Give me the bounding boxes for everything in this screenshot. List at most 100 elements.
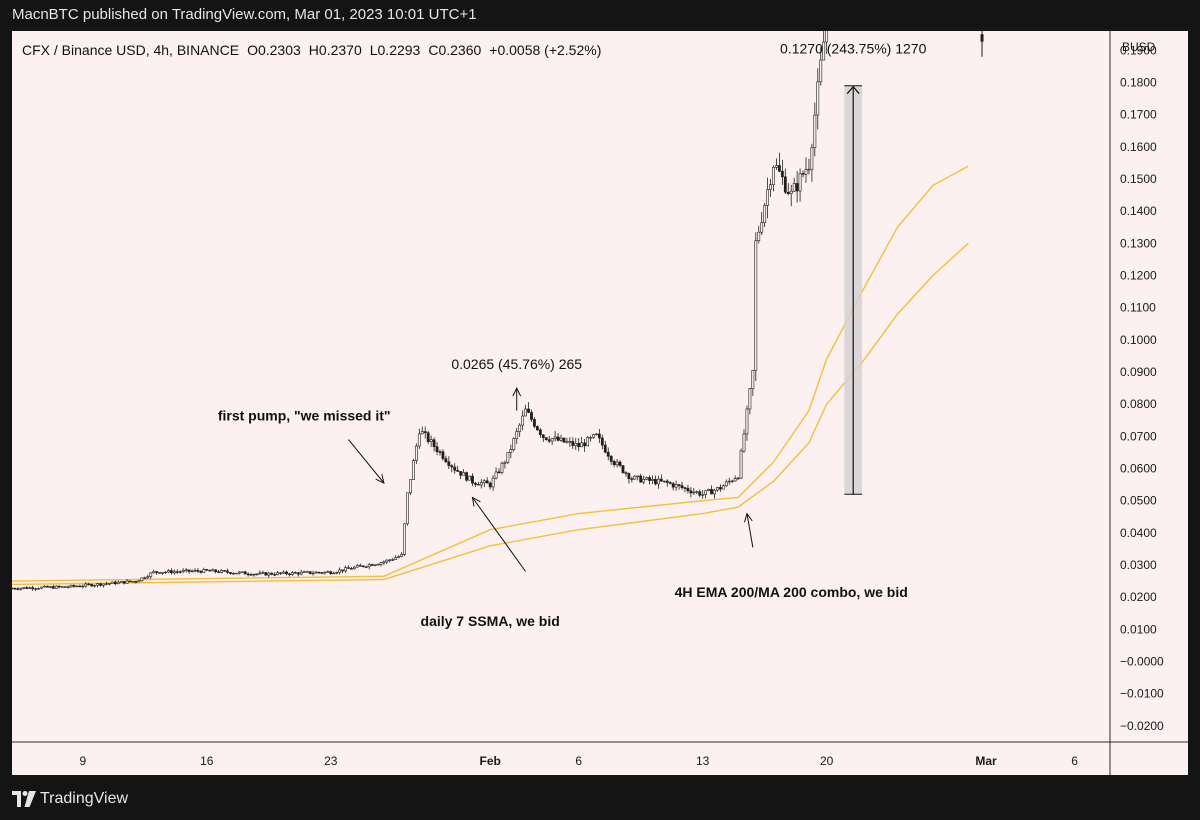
candle-body: [807, 168, 811, 171]
candle-body: [376, 564, 380, 566]
candle-body: [754, 240, 758, 371]
candle-body: [16, 588, 20, 590]
candle-body: [624, 472, 628, 474]
candle-body: [152, 571, 156, 574]
candle-body: [291, 572, 294, 575]
candle-body: [226, 570, 229, 573]
candles: [12, 31, 984, 591]
candle-body: [565, 441, 569, 443]
candle-body: [615, 461, 619, 466]
x-tick-label: Feb: [479, 754, 500, 768]
candle-body: [308, 571, 312, 574]
candle-body: [352, 566, 356, 570]
candle-body: [465, 472, 468, 481]
candle-body: [25, 587, 29, 589]
measure-arrow-head: [846, 85, 860, 95]
candle-body: [509, 449, 513, 453]
candle-body: [388, 559, 392, 561]
candle-body: [680, 485, 684, 488]
candle-body: [577, 443, 581, 448]
candle-body: [757, 231, 761, 242]
candle-body: [775, 165, 778, 168]
candle-body: [479, 482, 483, 486]
candle-body: [338, 569, 342, 573]
candle-body: [547, 439, 551, 442]
annotation-measure-big: 0.1270 (243.75%) 1270: [780, 41, 927, 57]
candle-body: [462, 472, 465, 476]
candle-body: [550, 438, 554, 442]
candle-body: [258, 572, 262, 575]
candle-body: [763, 205, 767, 224]
candle-body: [273, 574, 277, 576]
chart-panel[interactable]: first pump, "we missed it" daily 7 SSMA, …: [12, 31, 1188, 775]
candle-body: [252, 573, 256, 576]
y-tick-label: 0.0800: [1120, 397, 1157, 411]
annotation-measure-small-arrow-head: [512, 386, 522, 397]
candle-body: [311, 572, 315, 575]
price-chart[interactable]: first pump, "we missed it" daily 7 SSMA, …: [12, 31, 1188, 775]
candle-body: [822, 41, 826, 61]
annotation-measure-small: 0.0265 (45.76%) 265: [451, 356, 582, 372]
candle-body: [674, 484, 678, 488]
y-tick-label: 0.0900: [1120, 365, 1157, 379]
candle-body: [530, 412, 533, 420]
y-tick-label: −0.0200: [1120, 719, 1164, 733]
candle-body: [716, 487, 719, 491]
candle-body: [102, 583, 105, 586]
candle-body: [48, 586, 52, 588]
candle-body: [175, 571, 179, 573]
candle-body: [559, 437, 563, 441]
publish-info: MacnBTC published on TradingView.com, Ma…: [12, 6, 477, 23]
candle-body: [13, 587, 17, 590]
candle-body: [544, 437, 548, 441]
candle-body: [512, 438, 516, 450]
candle-body: [37, 588, 40, 590]
candle-body: [167, 570, 170, 573]
x-tick-label: 23: [324, 754, 338, 768]
candle-body: [158, 572, 161, 574]
axes: 0.1900 0.1800 0.1700 0.1600 0.1500 0.1400 0.13…: [12, 31, 1188, 775]
candle-body: [429, 439, 433, 442]
candle-body: [704, 490, 708, 495]
candle-body: [595, 433, 598, 436]
candle-body: [497, 471, 501, 474]
candle-body: [491, 477, 495, 488]
candle-body: [355, 565, 359, 568]
candle-body: [184, 569, 188, 571]
candle-body: [19, 587, 23, 590]
candle-body: [745, 408, 749, 435]
candle-body: [718, 487, 722, 490]
candle-body: [724, 481, 728, 487]
y-tick-label: 0.1000: [1120, 333, 1157, 347]
candle-body: [164, 571, 167, 574]
candle-body: [140, 577, 144, 581]
candle-body: [760, 222, 764, 233]
candle-body: [54, 585, 58, 589]
candle-body: [155, 571, 159, 573]
candle-body: [320, 572, 324, 574]
candle-body: [385, 559, 389, 563]
y-tick-label: 0.0200: [1120, 590, 1157, 604]
candle-body: [780, 170, 784, 178]
candle-body: [231, 572, 235, 575]
ma-line-1: [12, 165, 969, 582]
candle-body: [69, 584, 73, 588]
candle-body: [606, 451, 610, 457]
candle-body: [137, 580, 141, 583]
candle-body: [645, 477, 648, 480]
candle-body: [397, 556, 401, 558]
candle-body: [196, 570, 200, 572]
candle-body: [344, 567, 347, 572]
candle-body: [57, 585, 61, 588]
candle-body: [485, 480, 489, 484]
candle-body: [568, 441, 572, 443]
candle-body: [736, 477, 740, 480]
y-tick-label: 0.0700: [1120, 429, 1157, 443]
candle-body: [28, 587, 32, 589]
candle-body: [128, 580, 132, 583]
candle-body: [43, 585, 46, 588]
y-tick-label: 0.0400: [1120, 526, 1157, 540]
candle-body: [178, 571, 182, 573]
candle-body: [636, 475, 640, 478]
candle-body: [633, 475, 637, 480]
